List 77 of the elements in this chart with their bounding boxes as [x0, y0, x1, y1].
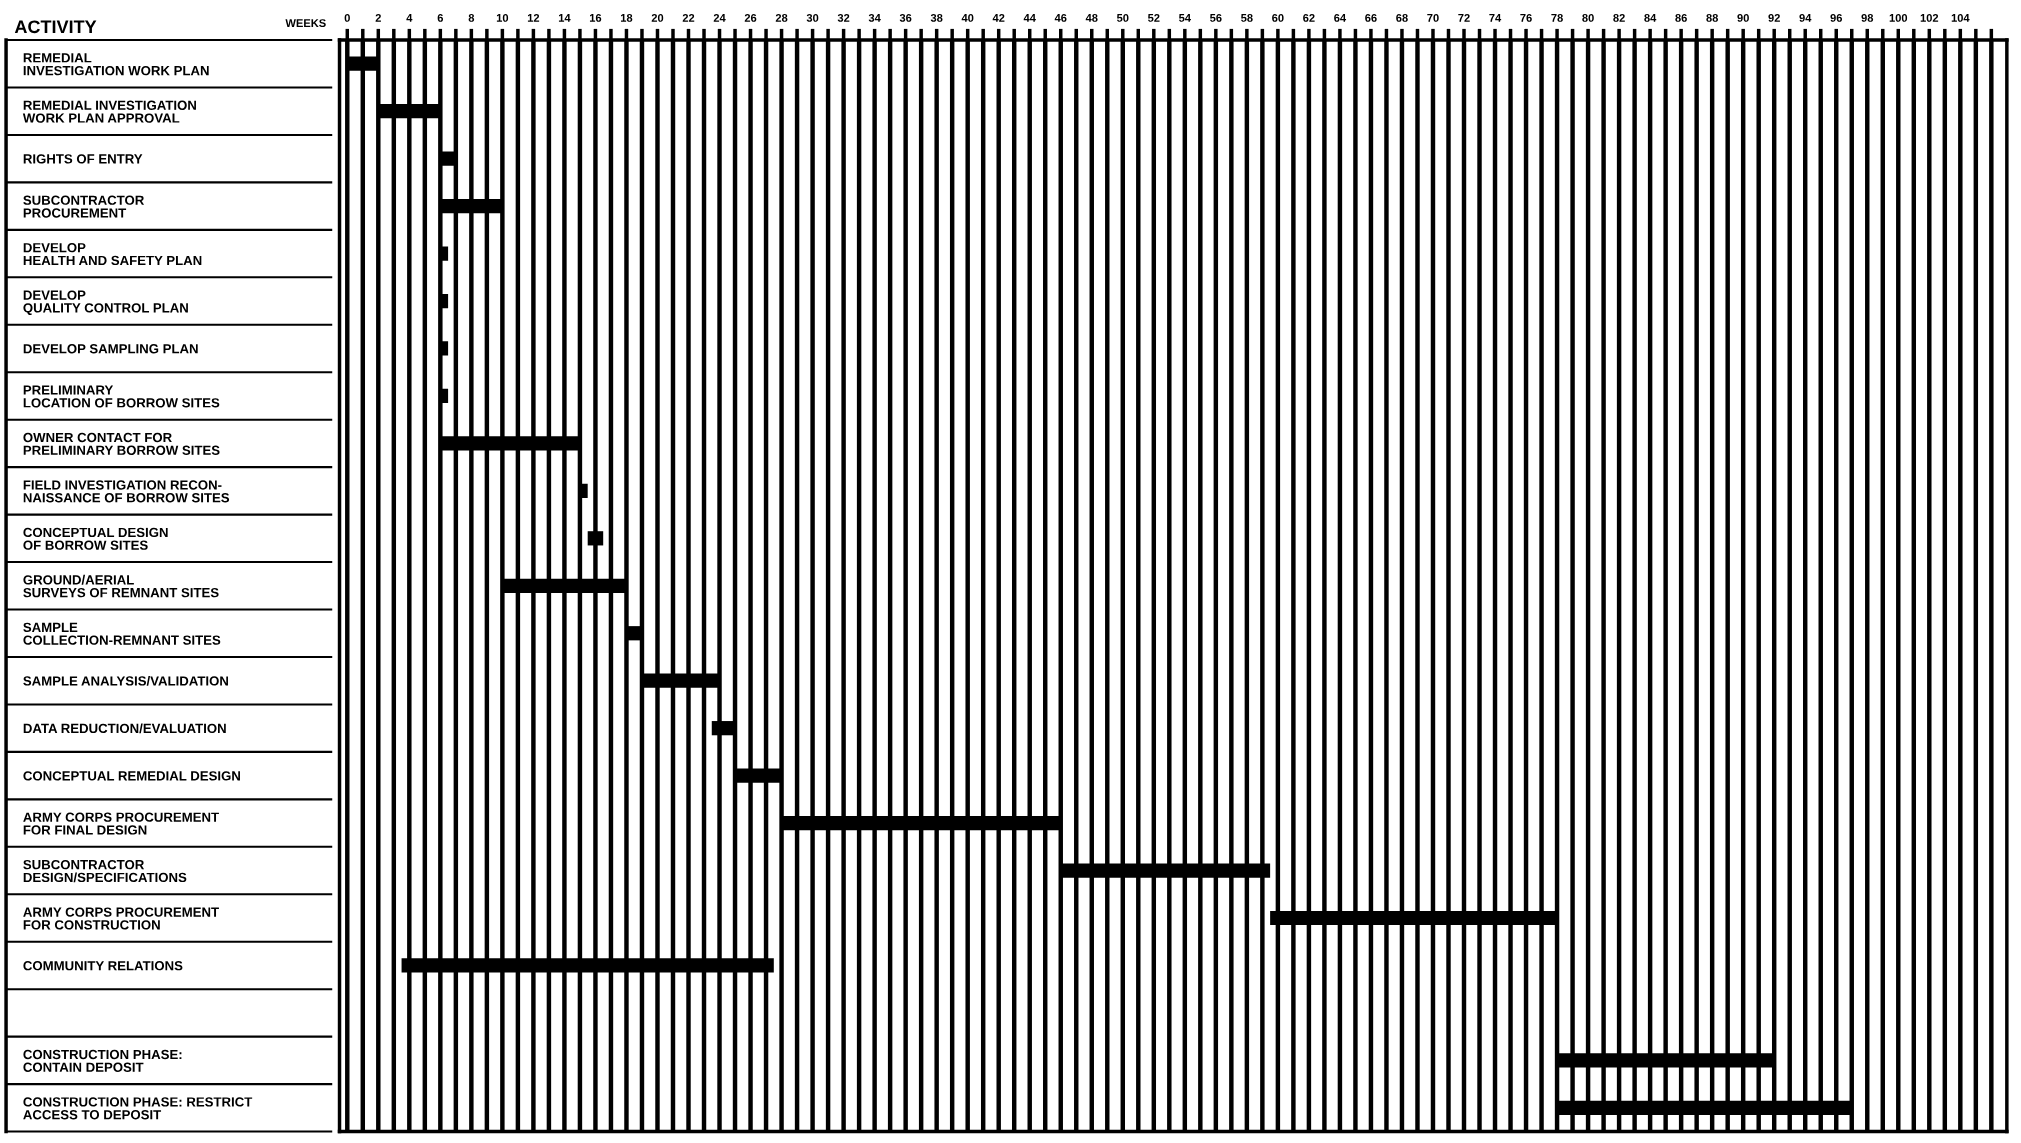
x-tick-label: 78 [1551, 13, 1563, 22]
x-tick-label: 24 [713, 13, 726, 22]
y-tick-label: SUBCONTRACTOR PROCUREMENT [23, 195, 145, 218]
x-tick-label: 6 [437, 13, 444, 22]
y-tick-label: DATA REDUCTION/EVALUATION [23, 723, 226, 734]
x-tick-label: 86 [1675, 13, 1687, 22]
y-tick-label: REMEDIAL INVESTIGATION WORK PLAN APPROVAL [22, 100, 196, 123]
y-tick-label: FIELD INVESTIGATION RECON- NAISSANCE OF BORROW SITES [23, 480, 230, 503]
x-tick-label: 14 [558, 14, 571, 22]
x-tick-label: 12 [527, 13, 540, 22]
x-tick-label: 102 [1920, 13, 1939, 22]
x-tick-label: 38 [930, 13, 943, 22]
x-tick-label: 40 [961, 13, 974, 22]
y-tick-label: OWNER CONTACT FOR PRELIMINARY BORROW SITES [23, 432, 220, 455]
y-tick-label: SAMPLE COLLECTION-REMNANT SITES [23, 622, 221, 645]
x-tick-label: 74 [1489, 14, 1502, 22]
x-tick-label: 10 [496, 13, 509, 22]
x-tick-label: 84 [1644, 13, 1657, 22]
x-tick-label: 20 [651, 13, 664, 22]
x-tick-label: 88 [1706, 13, 1718, 22]
y-tick-label: ARMY CORPS PROCUREMENT FOR CONSTRUCTION [23, 907, 219, 930]
y-tick-label: PRELIMINARY LOCATION OF BORROW SITES [23, 385, 220, 408]
x-tick-label: 68 [1396, 13, 1408, 22]
x-tick-label: 52 [1147, 13, 1160, 22]
x-tick-label: 36 [899, 13, 912, 22]
x-tick-label: 70 [1427, 13, 1439, 22]
x-tick-label: 90 [1737, 13, 1749, 22]
x-tick-label: 62 [1303, 13, 1315, 22]
y-tick-label: DEVELOP SAMPLING PLAN [23, 344, 198, 354]
y-tick-label: COMMUNITY RELATIONS [23, 961, 183, 971]
y-tick-label: RIGHTS OF ENTRY [23, 154, 143, 164]
y-tick-label: DEVELOP QUALITY CONTROL PLAN [23, 290, 188, 316]
x-tick-label: 18 [620, 13, 633, 22]
x-tick-label: 54 [1178, 14, 1191, 22]
x-tick-label: 30 [806, 13, 819, 22]
x-tick-label: 94 [1799, 13, 1812, 22]
x-tick-label: 56 [1210, 13, 1222, 22]
y-tick-label: ARMY CORPS PROCUREMENT FOR FINAL DESIGN [23, 812, 219, 835]
x-tick-label: 72 [1458, 13, 1470, 22]
y-tick-label: CONCEPTUAL DESIGN OF BORROW SITES [23, 527, 168, 550]
x-tick-label: 64 [1334, 13, 1347, 22]
y-tick-label: SUBCONTRACTOR DESIGN/SPECIFICATIONS [23, 859, 187, 883]
x-tick-label: 58 [1241, 13, 1253, 22]
x-tick-label: 46 [1054, 13, 1067, 22]
x-tick-label: 32 [837, 13, 850, 22]
x-tick-label: 16 [589, 13, 602, 22]
x-tick-label: 28 [775, 13, 788, 22]
y-tick-label: DEVELOP HEALTH AND SAFETY PLAN [23, 242, 202, 266]
y-tick-label: CONSTRUCTION PHASE: RESTRICT ACCESS TO DEPOSIT [23, 1097, 253, 1120]
x-tick-label: 0 [344, 13, 350, 22]
x-tick-label: 50 [1116, 13, 1129, 22]
x-tick-label: 92 [1768, 13, 1780, 22]
x-tick-label: 4 [406, 14, 413, 22]
x-tick-label: 48 [1085, 13, 1098, 22]
x-axis-title: WEEKS [285, 19, 326, 28]
y-tick-label: SAMPLE ANALYSIS/VALIDATION [23, 675, 228, 686]
x-tick-label: 44 [1023, 14, 1036, 22]
x-tick-label: 2 [375, 13, 381, 22]
x-tick-label: 98 [1861, 13, 1874, 22]
x-tick-label: 60 [1272, 13, 1284, 22]
y-tick-label: CONCEPTUAL REMEDIAL DESIGN [23, 771, 240, 781]
y-tick-label: REMEDIAL INVESTIGATION WORK PLAN [23, 53, 209, 76]
y-axis-title: ACTIVITY [14, 20, 97, 34]
x-tick-label: 96 [1830, 13, 1843, 22]
x-tick-label: 82 [1613, 13, 1625, 22]
x-tick-label: 8 [468, 13, 475, 22]
x-tick-label: 100 [1889, 13, 1908, 22]
y-tick-label: GROUND/AERIAL SURVEYS OF REMNANT SITES [23, 574, 219, 598]
x-tick-label: 66 [1365, 13, 1377, 22]
x-tick-label: 76 [1520, 13, 1532, 22]
x-tick-label: 42 [992, 13, 1005, 22]
x-tick-label: 80 [1582, 13, 1594, 22]
x-tick-label: 26 [744, 13, 757, 22]
x-tick-label: 34 [868, 13, 881, 22]
x-tick-label: 104 [1951, 13, 1970, 22]
x-tick-label: 22 [682, 13, 695, 22]
y-tick-label: CONSTRUCTION PHASE: CONTAIN DEPOSIT [23, 1049, 182, 1072]
